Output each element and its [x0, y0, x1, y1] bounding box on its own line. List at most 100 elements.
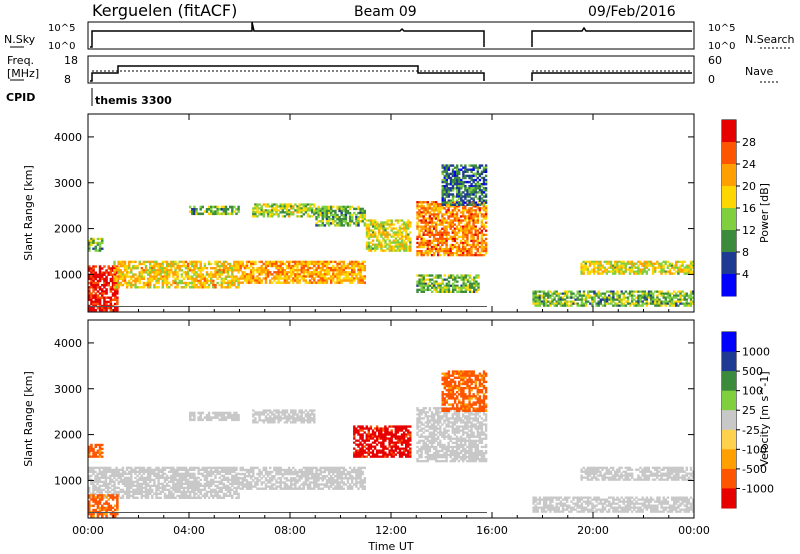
echo-cell: [668, 296, 672, 299]
echo-cell: [258, 479, 261, 482]
echo-cell: [325, 211, 329, 215]
echo-cell: [114, 309, 117, 312]
echo-cell: [462, 180, 465, 184]
echo-cell: [464, 201, 467, 204]
echo-cell: [94, 277, 97, 281]
echo-cell: [441, 288, 444, 291]
echo-cell: [624, 304, 628, 307]
echo-cell: [586, 268, 590, 271]
echo-cell: [172, 275, 175, 278]
echo-cell: [132, 468, 135, 471]
echo-cell: [478, 164, 482, 167]
echo-cell: [214, 267, 217, 270]
echo-cell: [235, 277, 238, 280]
echo-cell: [666, 294, 670, 297]
echo-cell: [98, 486, 101, 489]
echo-cell: [151, 490, 154, 493]
echo-cell: [470, 229, 473, 232]
echo-cell: [210, 482, 213, 485]
echo-cell: [664, 272, 667, 275]
echo-cell: [435, 205, 438, 208]
echo-cell: [319, 275, 322, 278]
echo-cell: [260, 281, 263, 284]
echo-cell: [283, 487, 287, 490]
echo-cell: [344, 218, 348, 221]
echo-cell: [88, 245, 91, 248]
echo-cell: [431, 284, 434, 287]
freq-panel: Freq. [MHz] 18 8 60 0 Nave: [7, 54, 778, 86]
echo-cell: [163, 273, 167, 276]
echo-cell: [138, 490, 141, 493]
echo-cell: [90, 275, 93, 279]
echo-cell: [275, 271, 278, 274]
echo-cell: [113, 488, 116, 491]
echo-cell: [199, 267, 202, 270]
echo-cell: [449, 276, 453, 279]
echo-cell: [142, 472, 146, 475]
echo-cell: [386, 247, 389, 250]
echo-cell: [609, 266, 613, 269]
echo-cell: [163, 496, 167, 499]
echo-cell: [344, 209, 348, 213]
echo-cell: [281, 472, 284, 476]
echo-cell: [193, 494, 196, 497]
echo-cell: [128, 279, 131, 283]
echo-cell: [330, 218, 333, 221]
echo-cell: [568, 290, 571, 293]
echo-cell: [132, 470, 135, 473]
echo-cell: [635, 266, 638, 269]
echo-cell: [296, 277, 299, 280]
echo-cell: [260, 483, 263, 486]
echo-cell: [475, 288, 478, 291]
echo-cell: [121, 468, 125, 471]
echo-cell: [170, 271, 173, 274]
echo-cell: [273, 468, 276, 472]
echo-cell: [482, 195, 486, 198]
echo-cell: [229, 283, 232, 287]
echo-cell: [439, 241, 442, 245]
echo-cell: [582, 264, 585, 267]
echo-cell: [205, 478, 209, 481]
echo-cell: [94, 241, 97, 244]
echo-cell: [220, 482, 223, 485]
echo-cell: [165, 269, 169, 272]
echo-cell: [420, 215, 423, 218]
echo-cell: [250, 483, 253, 486]
echo-cell: [250, 487, 253, 490]
echo-cell: [633, 270, 636, 273]
echo-cell: [300, 266, 303, 270]
echo-cell: [555, 294, 558, 297]
echo-cell: [142, 470, 146, 473]
echo-cell: [176, 283, 179, 287]
echo-cell: [679, 260, 682, 263]
echo-cell: [453, 205, 457, 208]
echo-cell: [266, 275, 270, 278]
echo-cell: [136, 486, 139, 489]
echo-cell: [570, 304, 573, 307]
echo-cell: [176, 490, 179, 493]
echo-cell: [468, 168, 471, 171]
echo-cell: [96, 290, 100, 293]
echo-cell: [226, 212, 230, 216]
echo-cell: [647, 294, 651, 297]
echo-cell: [111, 492, 114, 495]
echo-cell: [140, 273, 143, 276]
echo-cell: [484, 252, 488, 255]
echo-cell: [455, 252, 459, 255]
echo-cell: [447, 225, 450, 228]
echo-cell: [422, 205, 425, 208]
echo-cell: [220, 496, 223, 499]
echo-cell: [271, 479, 274, 482]
echo-cell: [88, 269, 91, 272]
echo-cell: [382, 225, 385, 228]
echo-cell: [224, 267, 228, 270]
echo-cell: [153, 262, 156, 266]
echo-cell: [478, 227, 481, 230]
echo-cell: [422, 201, 425, 204]
echo-cell: [153, 478, 156, 481]
echo-cell: [633, 266, 636, 269]
echo-cell: [252, 266, 255, 270]
echo-cell: [580, 262, 583, 265]
echo-cell: [103, 302, 106, 306]
echo-cell: [186, 478, 190, 481]
